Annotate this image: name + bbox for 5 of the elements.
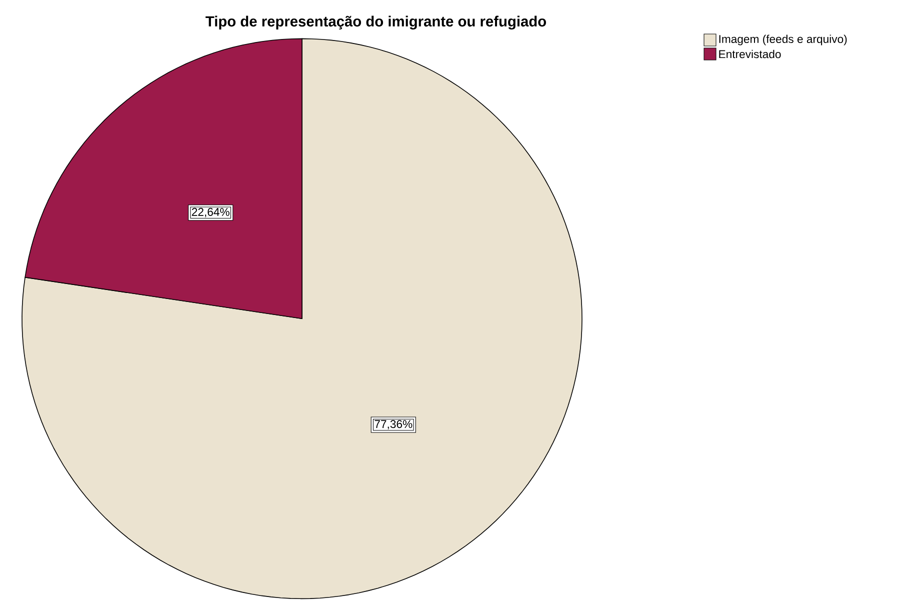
legend-label: Imagem (feeds e arquivo) xyxy=(719,34,847,46)
chart-title: Tipo de representação do imigrante ou refugiado xyxy=(206,16,546,30)
legend-label: Entrevistado xyxy=(719,50,781,58)
data-label: 22,64% xyxy=(192,208,230,218)
data-label: 77,36% xyxy=(374,420,412,430)
